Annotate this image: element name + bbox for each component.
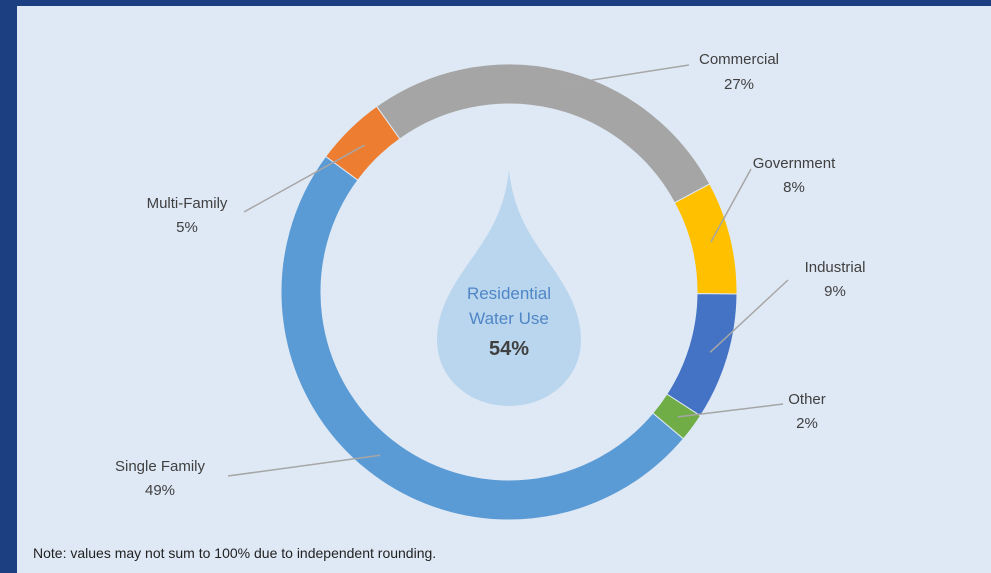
slice-government [673,183,738,295]
slice-label-value: 9% [824,283,846,300]
slice-industrial [666,293,738,417]
center-value: 54% [489,338,529,360]
slice-label-name: Industrial [805,259,866,276]
slice-label-value: 5% [176,219,198,236]
leader-line [709,279,789,353]
slice-label-name: Single Family [115,458,206,475]
slice-label-value: 8% [783,179,805,196]
leader-line [710,168,752,243]
leader-lines [227,64,789,477]
leader-line [243,144,365,213]
slice-label-value: 27% [724,76,754,93]
slice-labels: Commercial 27% Government 8% Industrial 9% Oth… [115,51,865,499]
slice-label-value: 49% [145,482,175,499]
slice-label-name: Multi-Family [147,195,228,212]
leader-line [227,454,381,477]
slice-multi-family [325,105,401,181]
donut-chart: Residential Water Use 54% Commercial 27% G… [115,51,865,521]
footnote: Note: values may not sum to 100% due to … [33,545,437,561]
slice-single-family [280,155,685,521]
slice-label-value: 2% [796,415,818,432]
donut-slices [280,63,738,521]
chart-panel: Residential Water Use 54% Commercial 27% G… [17,6,991,573]
center-label-line2: Water Use [469,309,549,328]
leader-line [556,64,690,87]
leader-line [677,403,784,418]
slice-label-name: Other [788,391,826,408]
slice-label-name: Commercial [699,51,779,68]
center-label-line1: Residential [467,284,551,303]
slice-commercial [375,63,711,204]
water-drop-icon [437,170,581,406]
slice-label-name: Government [753,155,836,172]
